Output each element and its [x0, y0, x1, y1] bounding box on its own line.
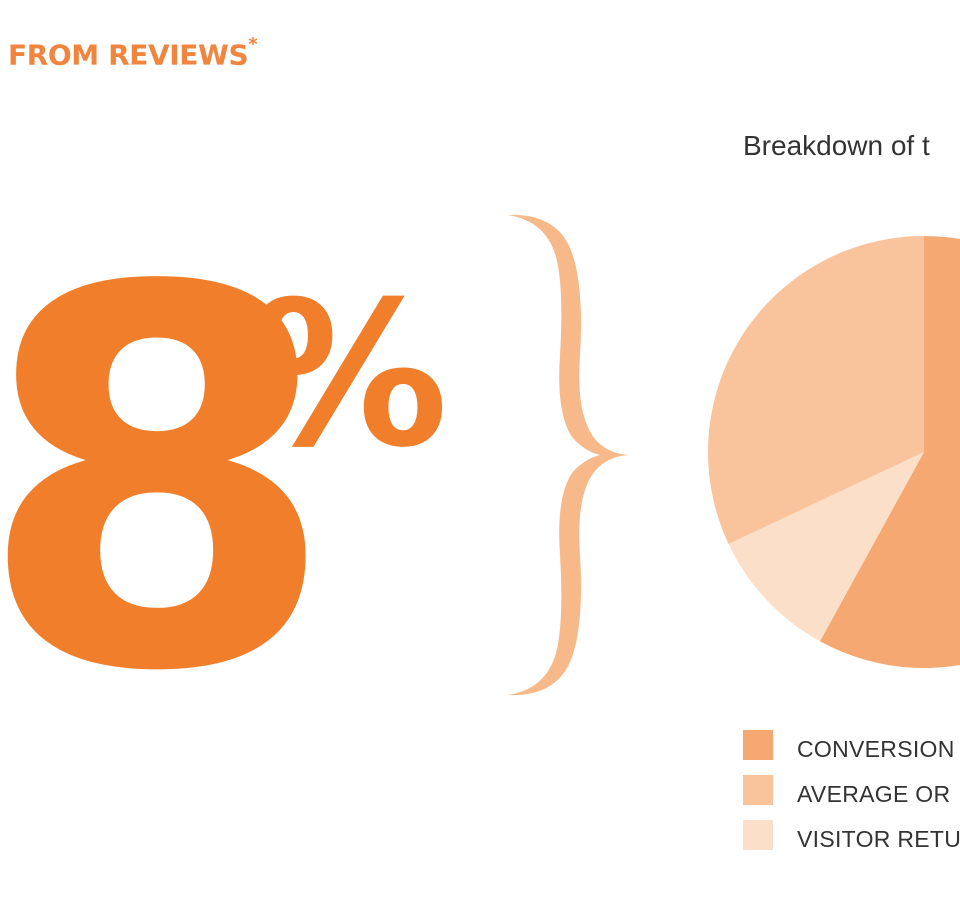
- curly-brace-shape: [508, 214, 628, 696]
- heading-text: FROM REVIEWS: [8, 38, 249, 72]
- heading-asterisk: *: [248, 34, 258, 55]
- chart-title: Breakdown of t: [743, 130, 930, 161]
- headline-number: 8: [0, 179, 338, 785]
- headline-percent-sign: %: [248, 259, 449, 492]
- legend-swatch-average-order: [743, 775, 773, 805]
- legend-label-visitor-return: VISITOR RETU: [797, 826, 960, 852]
- curly-brace-icon: [508, 214, 628, 696]
- legend-swatch-conversion: [743, 730, 773, 760]
- section-heading: FROM REVIEWS*: [8, 34, 258, 72]
- pie-slice-visitor-return: [728, 452, 924, 642]
- pie-slice-average-order: [708, 236, 924, 544]
- legend-swatch-visitor-return: [743, 820, 773, 850]
- legend-label-conversion: CONVERSION: [797, 736, 955, 762]
- legend-label-average-order: AVERAGE OR: [797, 781, 951, 807]
- pie-slice-conversion: [819, 236, 960, 668]
